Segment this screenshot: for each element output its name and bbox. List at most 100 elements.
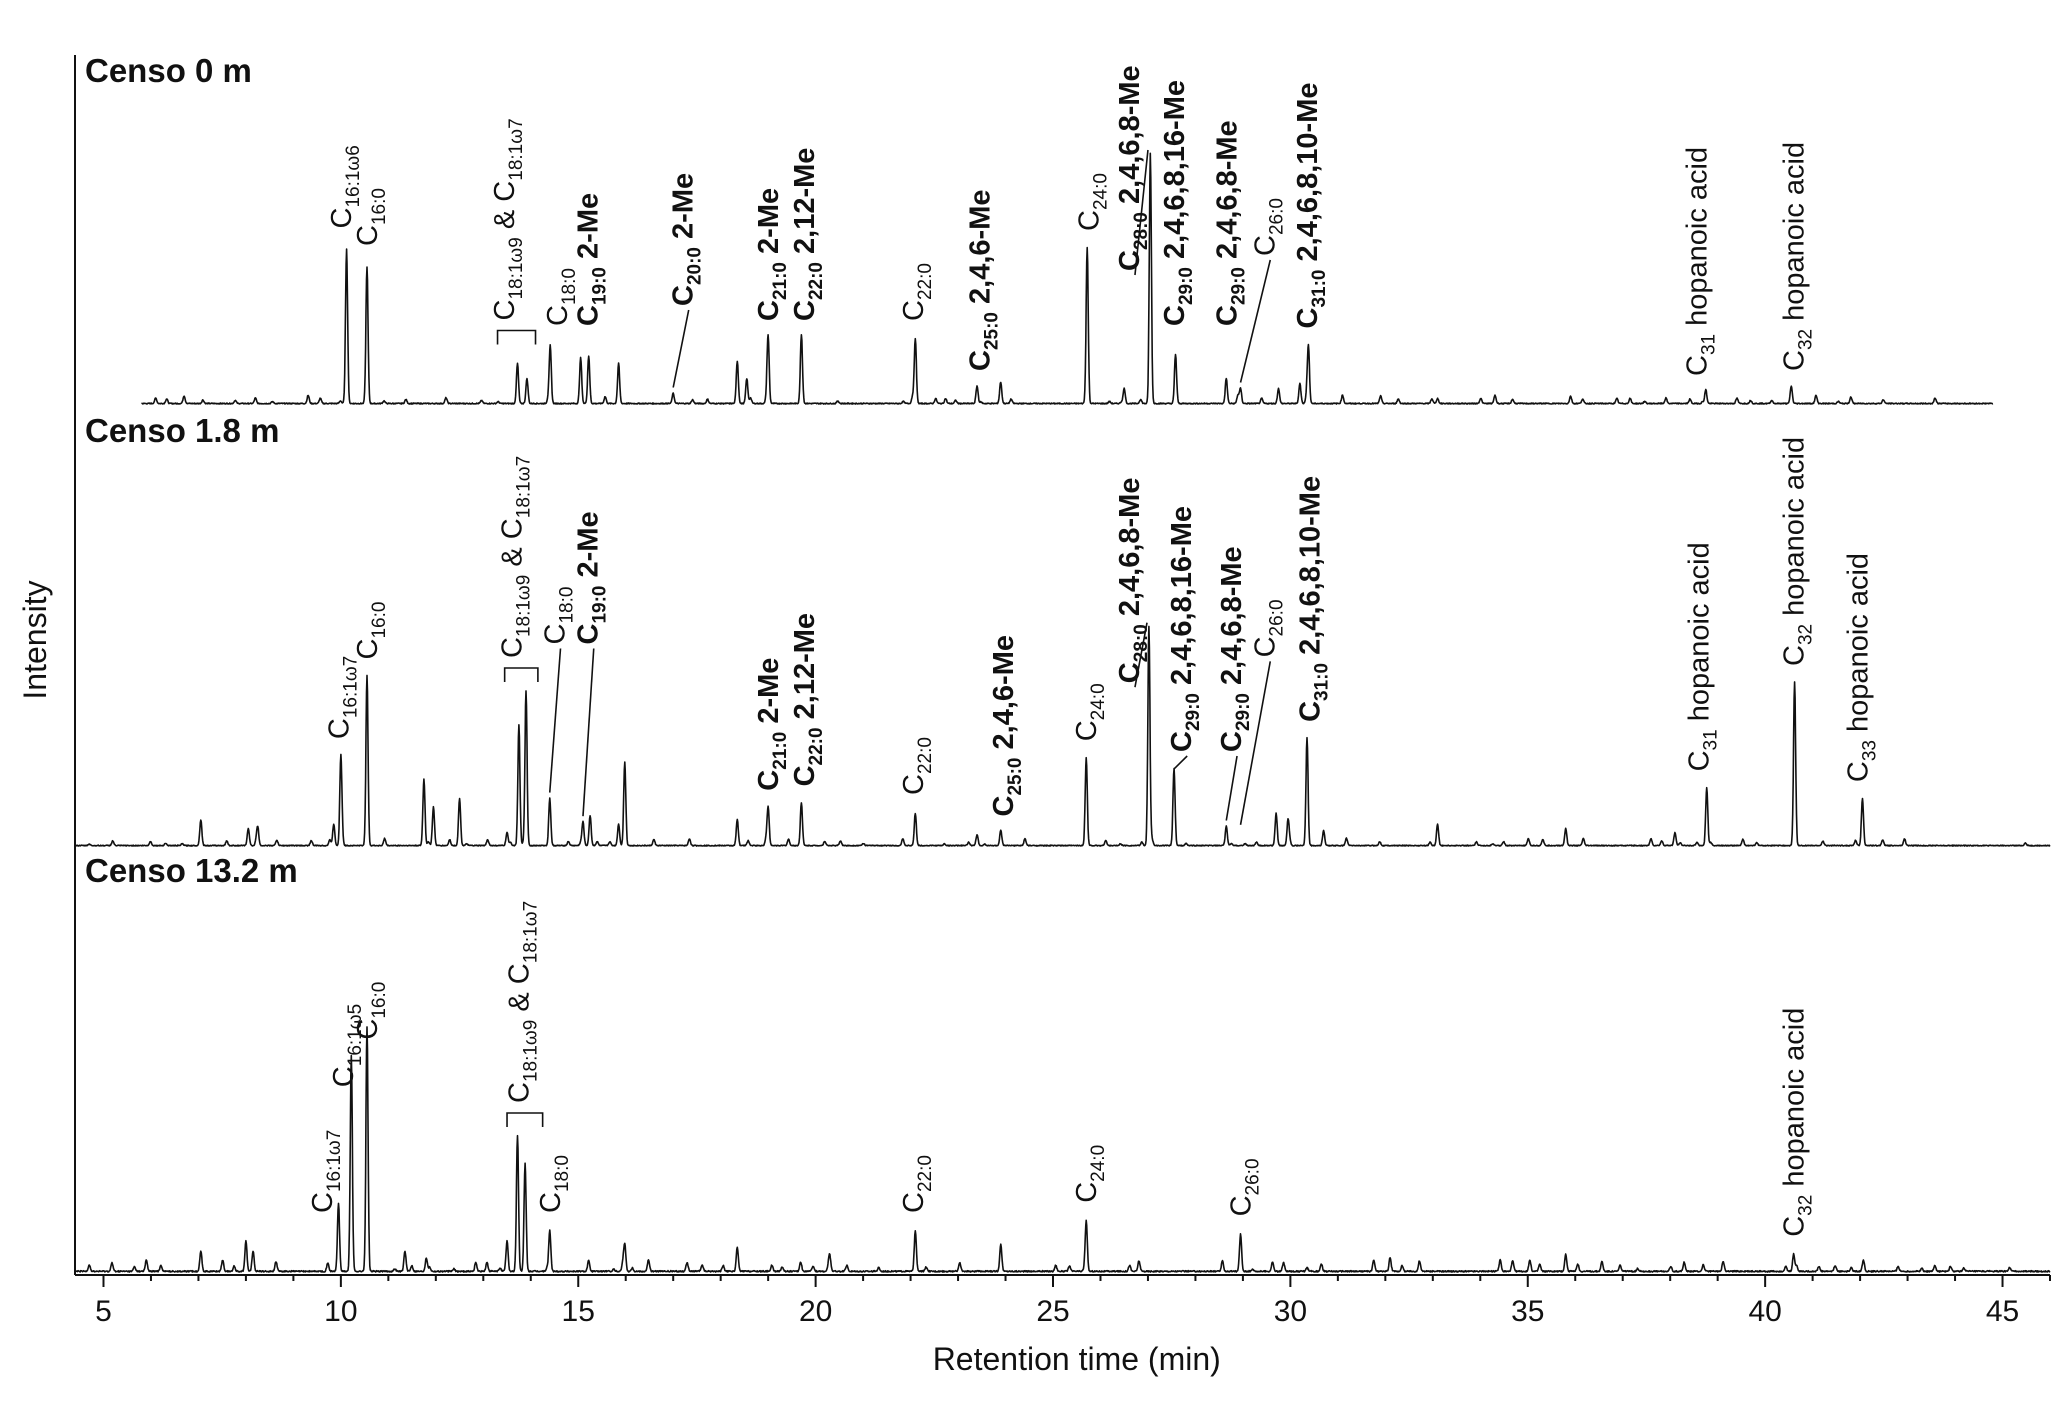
x-tick-label: 10 <box>324 1295 357 1328</box>
peak-label-group: C16:0 <box>352 982 390 1040</box>
peak-label: C31:0 2,4,6,8,10-Me <box>1294 476 1332 722</box>
peak-label: C25:0 2,4,6-Me <box>988 635 1026 816</box>
peak-label: C29:0 2,4,6,8-Me <box>1216 546 1254 752</box>
peak-label-group: C24:0 <box>1071 683 1109 741</box>
peak-label-group: C31:0 2,4,6,8,10-Me <box>1292 83 1330 329</box>
peak-label-group: C21:0 2-Me <box>753 658 791 791</box>
peak-label: C18:1ω9 & C18:1ω7 <box>503 901 541 1103</box>
x-axis-title: Retention time (min) <box>933 1341 1221 1377</box>
peak-label-group: C19:0 2-Me <box>573 511 611 817</box>
peak-label-group: C22:0 2,12-Me <box>789 148 827 321</box>
trace-censo-0-m <box>141 152 1994 405</box>
peak-label: C29:0 2,4,6,8-Me <box>1211 120 1249 326</box>
peak-label-group: C29:0 2,4,6,8,16-Me <box>1166 506 1204 770</box>
peak-label-group: C29:0 2,4,6,8-Me <box>1216 546 1254 821</box>
peak-label: C21:0 2-Me <box>753 188 791 321</box>
trace-censo-1-8-m <box>74 625 2051 847</box>
peak-label: C20:0 2-Me <box>668 173 706 306</box>
panel-title: Censo 13.2 m <box>85 852 298 889</box>
y-axis-title: Intensity <box>17 580 53 699</box>
peak-label: C24:0 <box>1071 1145 1109 1203</box>
axes: 5 10 15 20 25 30 35 40 45 <box>74 55 2051 1328</box>
peak-label: C16:0 <box>352 188 390 246</box>
leader-line <box>1134 149 1149 276</box>
bracket <box>506 1112 544 1127</box>
peak-label-group: C21:0 2-Me <box>753 188 791 321</box>
panel-title: Censo 1.8 m <box>85 412 279 449</box>
peak-label-group: C22:0 <box>898 1155 936 1213</box>
peak-label: C25:0 2,4,6-Me <box>964 190 1002 371</box>
peak-label: C33 hopanoic acid <box>1843 553 1881 782</box>
peak-label-group: C16:1ω7 <box>324 656 362 739</box>
peak-label-group: C29:0 2,4,6,8,16-Me <box>1159 80 1197 326</box>
peak-label: C32 hopanoic acid <box>1779 437 1817 666</box>
leader-line <box>1239 661 1272 825</box>
peak-label: C22:0 <box>898 1155 936 1213</box>
peak-label-group: C16:0 <box>352 188 390 246</box>
peak-label-group: C20:0 2-Me <box>668 173 706 388</box>
peak-label-group: C18:1ω9 & C18:1ω7 <box>496 456 539 682</box>
x-tick-label: 45 <box>1986 1295 2019 1328</box>
peak-label: C18:0 <box>535 1155 573 1213</box>
peak-label-group: C24:0 <box>1074 173 1112 231</box>
peak-label-group: C32 hopanoic acid <box>1779 1008 1817 1237</box>
peak-label: C31 hopanoic acid <box>1681 147 1719 376</box>
peak-label: C16:1ω7 <box>324 656 362 739</box>
peak-label-group: C26:0 <box>1239 599 1287 825</box>
peak-label-group: C18:0 <box>535 1155 573 1213</box>
peak-label: C26:0 <box>1249 599 1287 657</box>
leader-line <box>1134 622 1148 688</box>
peak-label: C22:0 2,12-Me <box>789 148 827 321</box>
leader-line <box>1173 755 1188 770</box>
x-tick-label: 40 <box>1748 1295 1781 1328</box>
peak-label: C28:0 2,4,6,8-Me <box>1114 65 1152 271</box>
peak-label: C22:0 <box>898 737 936 795</box>
peak-label: C29:0 2,4,6,8,16-Me <box>1159 80 1197 326</box>
bracket <box>503 667 539 682</box>
peak-label-group: C26:0 <box>1226 1158 1264 1216</box>
peak-label-group: C16:1ω6 <box>326 145 364 228</box>
trace-censo-13-2-m <box>74 1026 2051 1273</box>
peak-label: C16:1ω6 <box>326 145 364 228</box>
peak-label-group: C31:0 2,4,6,8,10-Me <box>1294 476 1332 722</box>
peak-label: C32 hopanoic acid <box>1779 1008 1817 1237</box>
peak-label: C28:0 2,4,6,8-Me <box>1114 478 1152 684</box>
bracket <box>496 329 537 345</box>
peak-label: C31 hopanoic acid <box>1684 542 1722 771</box>
peak-label-group: C25:0 2,4,6-Me <box>964 190 1002 371</box>
peak-label: C16:1ω7 <box>307 1130 345 1213</box>
peak-label: C22:0 2,12-Me <box>789 613 827 786</box>
x-axis-ticks: 5 10 15 20 25 30 35 40 45 <box>95 1275 2051 1328</box>
peak-label-group: C31 hopanoic acid <box>1681 147 1719 376</box>
peak-label-group: C32 hopanoic acid <box>1779 437 1817 666</box>
peak-label: C18:0 <box>540 587 578 645</box>
leader-line <box>582 648 595 817</box>
peak-label: C32 hopanoic acid <box>1779 142 1817 371</box>
peak-label-group: C16:1ω7 <box>307 1130 345 1213</box>
x-tick-label: 5 <box>95 1295 112 1328</box>
peak-label-group: C26:0 <box>1239 198 1287 383</box>
x-tick-label: 35 <box>1511 1295 1544 1328</box>
peak-label-group: C25:0 2,4,6-Me <box>988 635 1026 816</box>
leader-line <box>1239 259 1272 383</box>
peak-label: C16:1ω5 <box>328 1004 366 1087</box>
peak-label-group: C18:1ω9 & C18:1ω7 <box>503 901 544 1127</box>
peak-label-group: C22:0 <box>898 263 936 321</box>
peak-label-group: C16:0 <box>352 602 390 660</box>
x-tick-label: 15 <box>562 1295 595 1328</box>
peak-label: C18:1ω9 & C18:1ω7 <box>496 456 534 658</box>
peak-label: C22:0 <box>898 263 936 321</box>
peak-label-group: C32 hopanoic acid <box>1779 142 1817 371</box>
peak-label-group: C16:1ω5 <box>328 1004 366 1087</box>
peak-label-group: C29:0 2,4,6,8-Me <box>1211 120 1249 326</box>
peak-label-group: C18:0 <box>540 587 578 793</box>
peak-label: C19:0 2-Me <box>573 193 611 326</box>
peak-label-group: C18:0 <box>542 268 580 326</box>
peak-label-group: C19:0 2-Me <box>573 193 611 326</box>
peak-label-group: C24:0 <box>1071 1145 1109 1203</box>
peak-label-group: C22:0 2,12-Me <box>789 613 827 786</box>
